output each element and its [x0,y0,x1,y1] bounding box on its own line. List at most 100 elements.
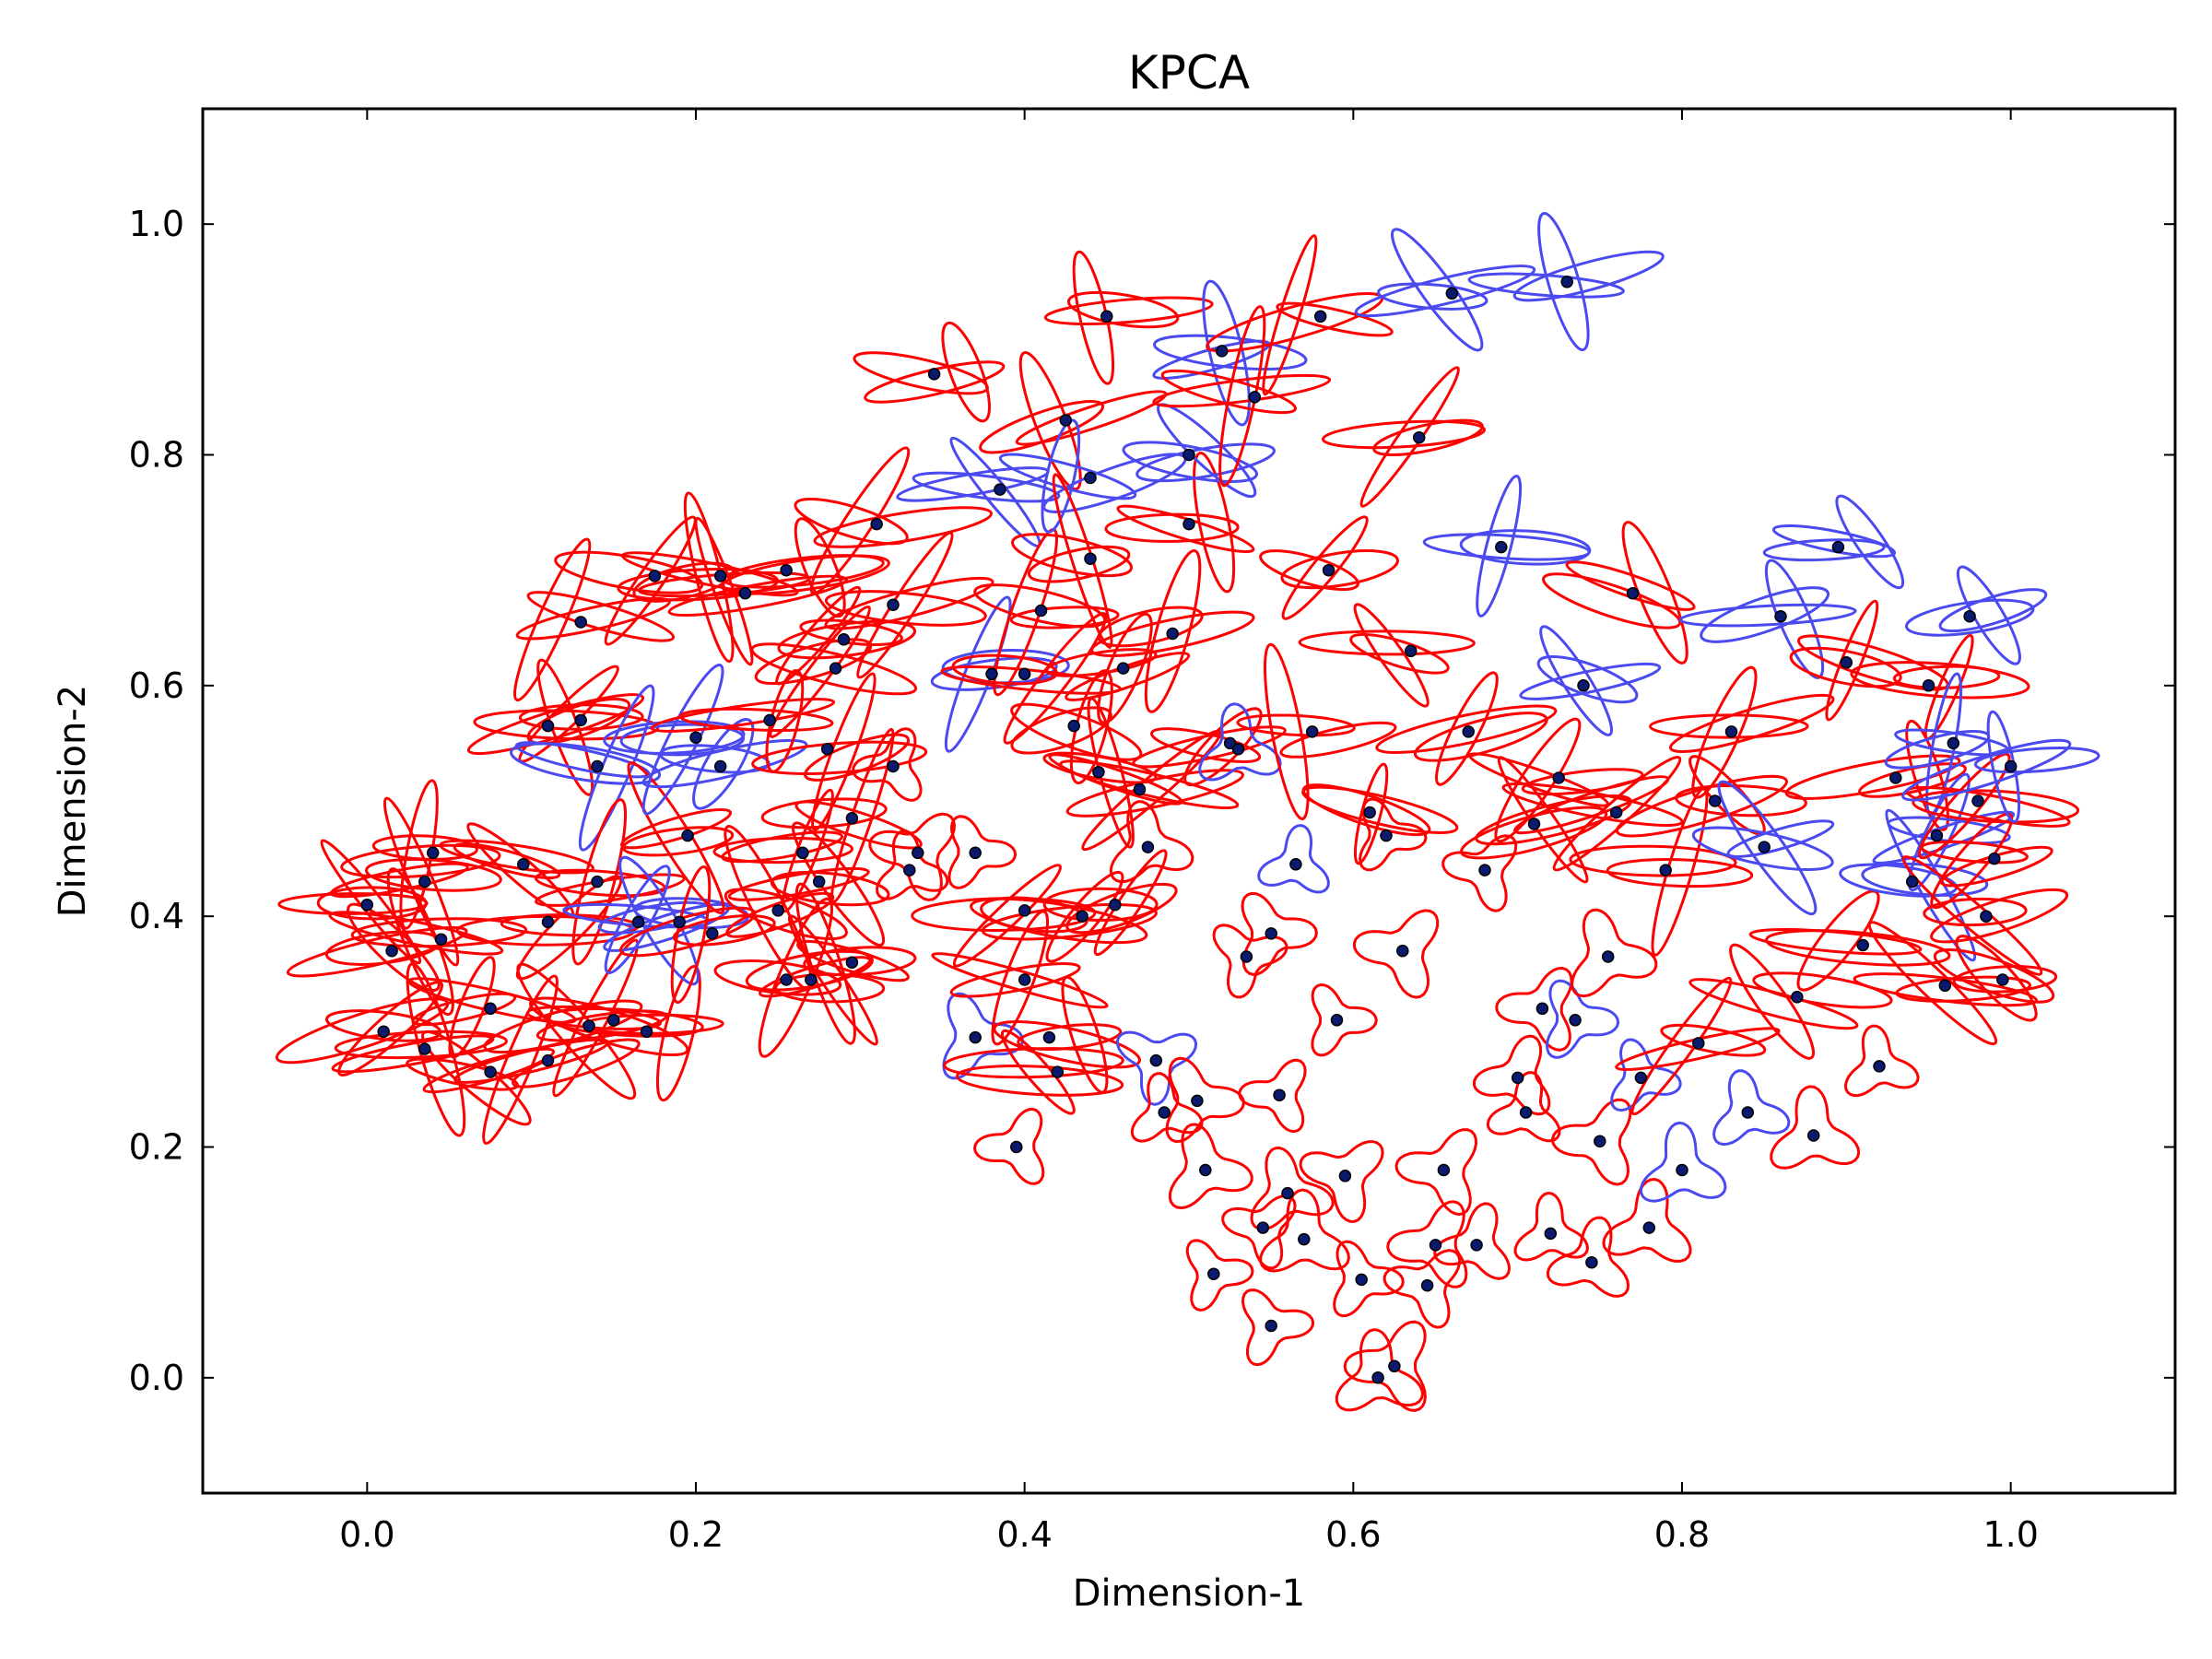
data-point [418,1042,431,1055]
data-point [713,759,727,773]
data-point [1626,586,1640,600]
data-point [1577,679,1590,692]
blue-ellipse-glyph [1122,441,1258,483]
x-tick-label: 0.8 [1654,1514,1710,1555]
red-tripod-glyph [1495,966,1573,1052]
red-ellipse-glyph [439,839,594,875]
red-tripod-glyph [1513,1191,1590,1262]
data-point [1149,1053,1163,1067]
red-tripod-glyph [1238,1058,1307,1134]
red-ellipse-glyph [386,867,454,1017]
red-ellipse-glyph [1850,661,2030,700]
red-ellipse-glyph [1000,1029,1076,1115]
red-tripod-glyph [1546,1216,1630,1298]
red-ellipse-glyph [769,605,871,738]
red-ellipse-glyph [655,965,701,1102]
red-ellipse-glyph [552,938,640,1098]
blue-tripod-glyph [1115,1030,1198,1106]
data-point [887,598,900,611]
red-ellipse-glyph [981,903,1158,941]
blue-ellipse-glyph [1512,250,1665,302]
red-ellipse-glyph [1045,870,1124,963]
blue-tripod-glyph [1257,824,1330,894]
data-point [1059,414,1073,427]
data-point [1273,1088,1286,1101]
data-point [985,667,998,681]
red-ellipse-glyph [1955,935,2038,1022]
blue-ellipse-glyph [1519,662,1662,700]
data-point [1873,1060,1886,1073]
data-point [1338,1170,1352,1182]
data-point [360,898,374,912]
red-ellipse-glyph [1867,921,1998,1046]
data-point [1692,1037,1705,1050]
red-ellipse-glyph [1930,812,2014,910]
data-point [1042,1030,1056,1044]
blue-ellipse-glyph [1956,565,2021,665]
data-point [1116,662,1130,675]
data-point [1084,552,1097,565]
data-point [1265,1319,1277,1333]
data-point [812,875,826,888]
red-ellipse-glyph [1262,234,1318,396]
red-ellipse-glyph [777,619,917,660]
red-ellipse-glyph [371,834,478,861]
red-tripod-glyph [1433,1202,1512,1280]
red-ellipse-glyph [1045,648,1158,677]
data-point [1758,841,1771,853]
data-point [648,570,662,582]
red-ellipse-glyph [1193,452,1236,594]
red-ellipse-glyph [1089,610,1255,657]
red-ellipse-glyph [1372,418,1484,456]
data-point [1018,904,1031,917]
data-point [1313,310,1327,324]
data-point [1109,898,1122,912]
red-ellipse-glyph [1917,752,2011,860]
red-ellipse-glyph [545,1007,704,1038]
red-ellipse-glyph [347,902,441,993]
data-point [1831,540,1845,554]
red-ellipse-glyph [713,959,842,996]
red-ellipse-glyph [337,981,443,1077]
red-ellipse-glyph [1501,782,1684,828]
red-ellipse-glyph [1688,978,1859,1030]
red-ellipse-glyph [554,550,704,594]
red-tripod-glyph [852,727,923,802]
red-tripod-glyph [1382,1249,1462,1329]
glyph-layer [275,211,2100,1412]
data-point [1470,1239,1483,1252]
data-point [1980,910,1993,923]
red-tripod-glyph [1250,1146,1335,1231]
x-axis-title: Dimension-1 [1073,1572,1306,1615]
data-point [1076,910,1088,923]
chart-title: KPCA [1128,46,1250,100]
red-tripod-glyph [1352,909,1440,999]
red-ellipse-glyph [1494,717,1582,843]
data-point [1231,742,1245,756]
data-point [903,864,916,877]
data-point [1938,979,1952,993]
data-point [1988,852,2001,865]
data-point [912,846,924,860]
blue-ellipse-glyph [1135,442,1276,483]
data-point [1191,1094,1204,1108]
red-ellipse-glyph [620,807,733,850]
red-ellipse-glyph [1097,612,1153,724]
red-ellipse-glyph [952,864,1062,968]
red-ellipse-glyph [1930,888,2069,944]
blue-ellipse-glyph [1700,586,1830,643]
plot-frame [201,107,2177,1495]
data-point [1018,667,1031,681]
data-point [1289,858,1302,871]
red-ellipse-glyph [1920,840,2029,865]
data-point [541,915,555,929]
red-ellipse-glyph [448,956,496,1059]
red-tripod-glyph [1241,891,1318,976]
data-point [969,846,982,860]
red-ellipse-glyph [526,697,631,745]
red-ellipse-glyph [1144,548,1202,713]
red-ellipse-glyph [824,590,987,627]
red-ellipse-glyph [751,740,928,775]
data-point [1708,794,1722,807]
